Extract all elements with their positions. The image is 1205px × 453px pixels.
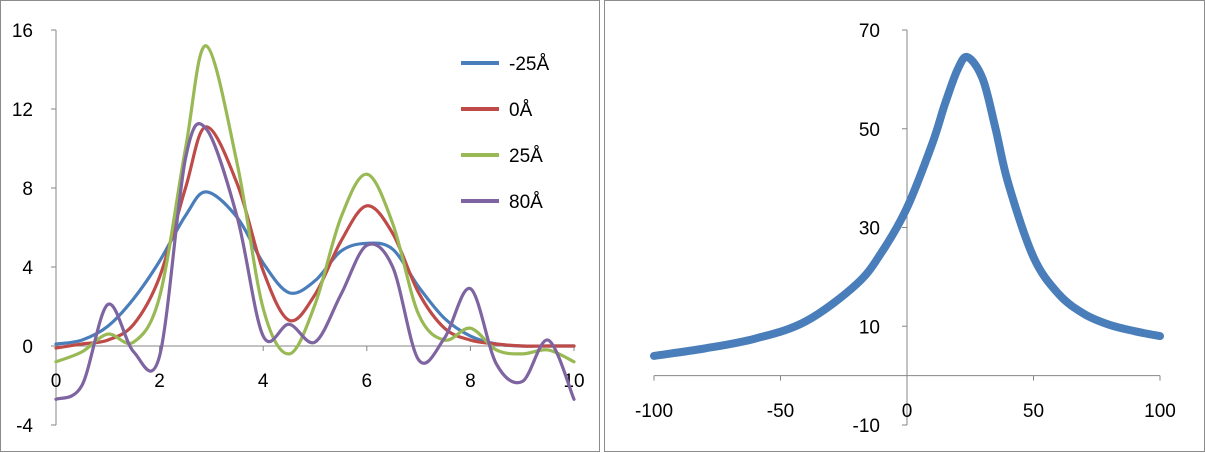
x-tick-label: -100: [635, 401, 673, 422]
x-tick-label: 8: [465, 371, 476, 392]
right-chart: -10 10 30 50 70 -100 -50 0 50 100: [635, 21, 1176, 437]
y-tick-label: 12: [12, 100, 33, 121]
series-line: [54, 125, 576, 350]
x-tick-label: -50: [767, 401, 794, 422]
y-tick-label: 16: [12, 21, 33, 42]
legend-label: 80Å: [509, 192, 543, 213]
y-tick-label: -4: [16, 416, 33, 437]
y-tick-label: 70: [859, 21, 880, 42]
y-tick-label: 0: [22, 337, 33, 358]
x-tick-label: 4: [258, 371, 269, 392]
x-tick-label: 0: [51, 371, 62, 392]
x-tick-label: 0: [902, 401, 913, 422]
y-tick-label: 10: [859, 317, 880, 338]
legend-label: 25Å: [509, 146, 543, 167]
series-line: [54, 44, 576, 364]
x-tick-label: 6: [362, 371, 373, 392]
right-chart-panel: -10 10 30 50 70 -100 -50 0 50 100: [604, 0, 1205, 452]
series-line: [54, 122, 576, 401]
y-tick-label: 4: [22, 258, 33, 279]
y-tick-label: 8: [22, 179, 33, 200]
x-tick-label: 50: [1023, 401, 1044, 422]
y-tick-label: 50: [859, 120, 880, 141]
x-tick-label: 2: [154, 371, 165, 392]
x-tick-label: 100: [1144, 401, 1176, 422]
y-tick-label: 30: [859, 219, 880, 240]
y-tick-label: -10: [853, 416, 880, 437]
series-line: [650, 52, 1164, 360]
legend-label: -25Å: [509, 54, 549, 75]
left-chart-panel: -4 0 4 8 12 16 0 2 4 6 8 10 -25Å 0Å 25Å 80Å: [0, 0, 600, 452]
legend-label: 0Å: [509, 100, 533, 121]
